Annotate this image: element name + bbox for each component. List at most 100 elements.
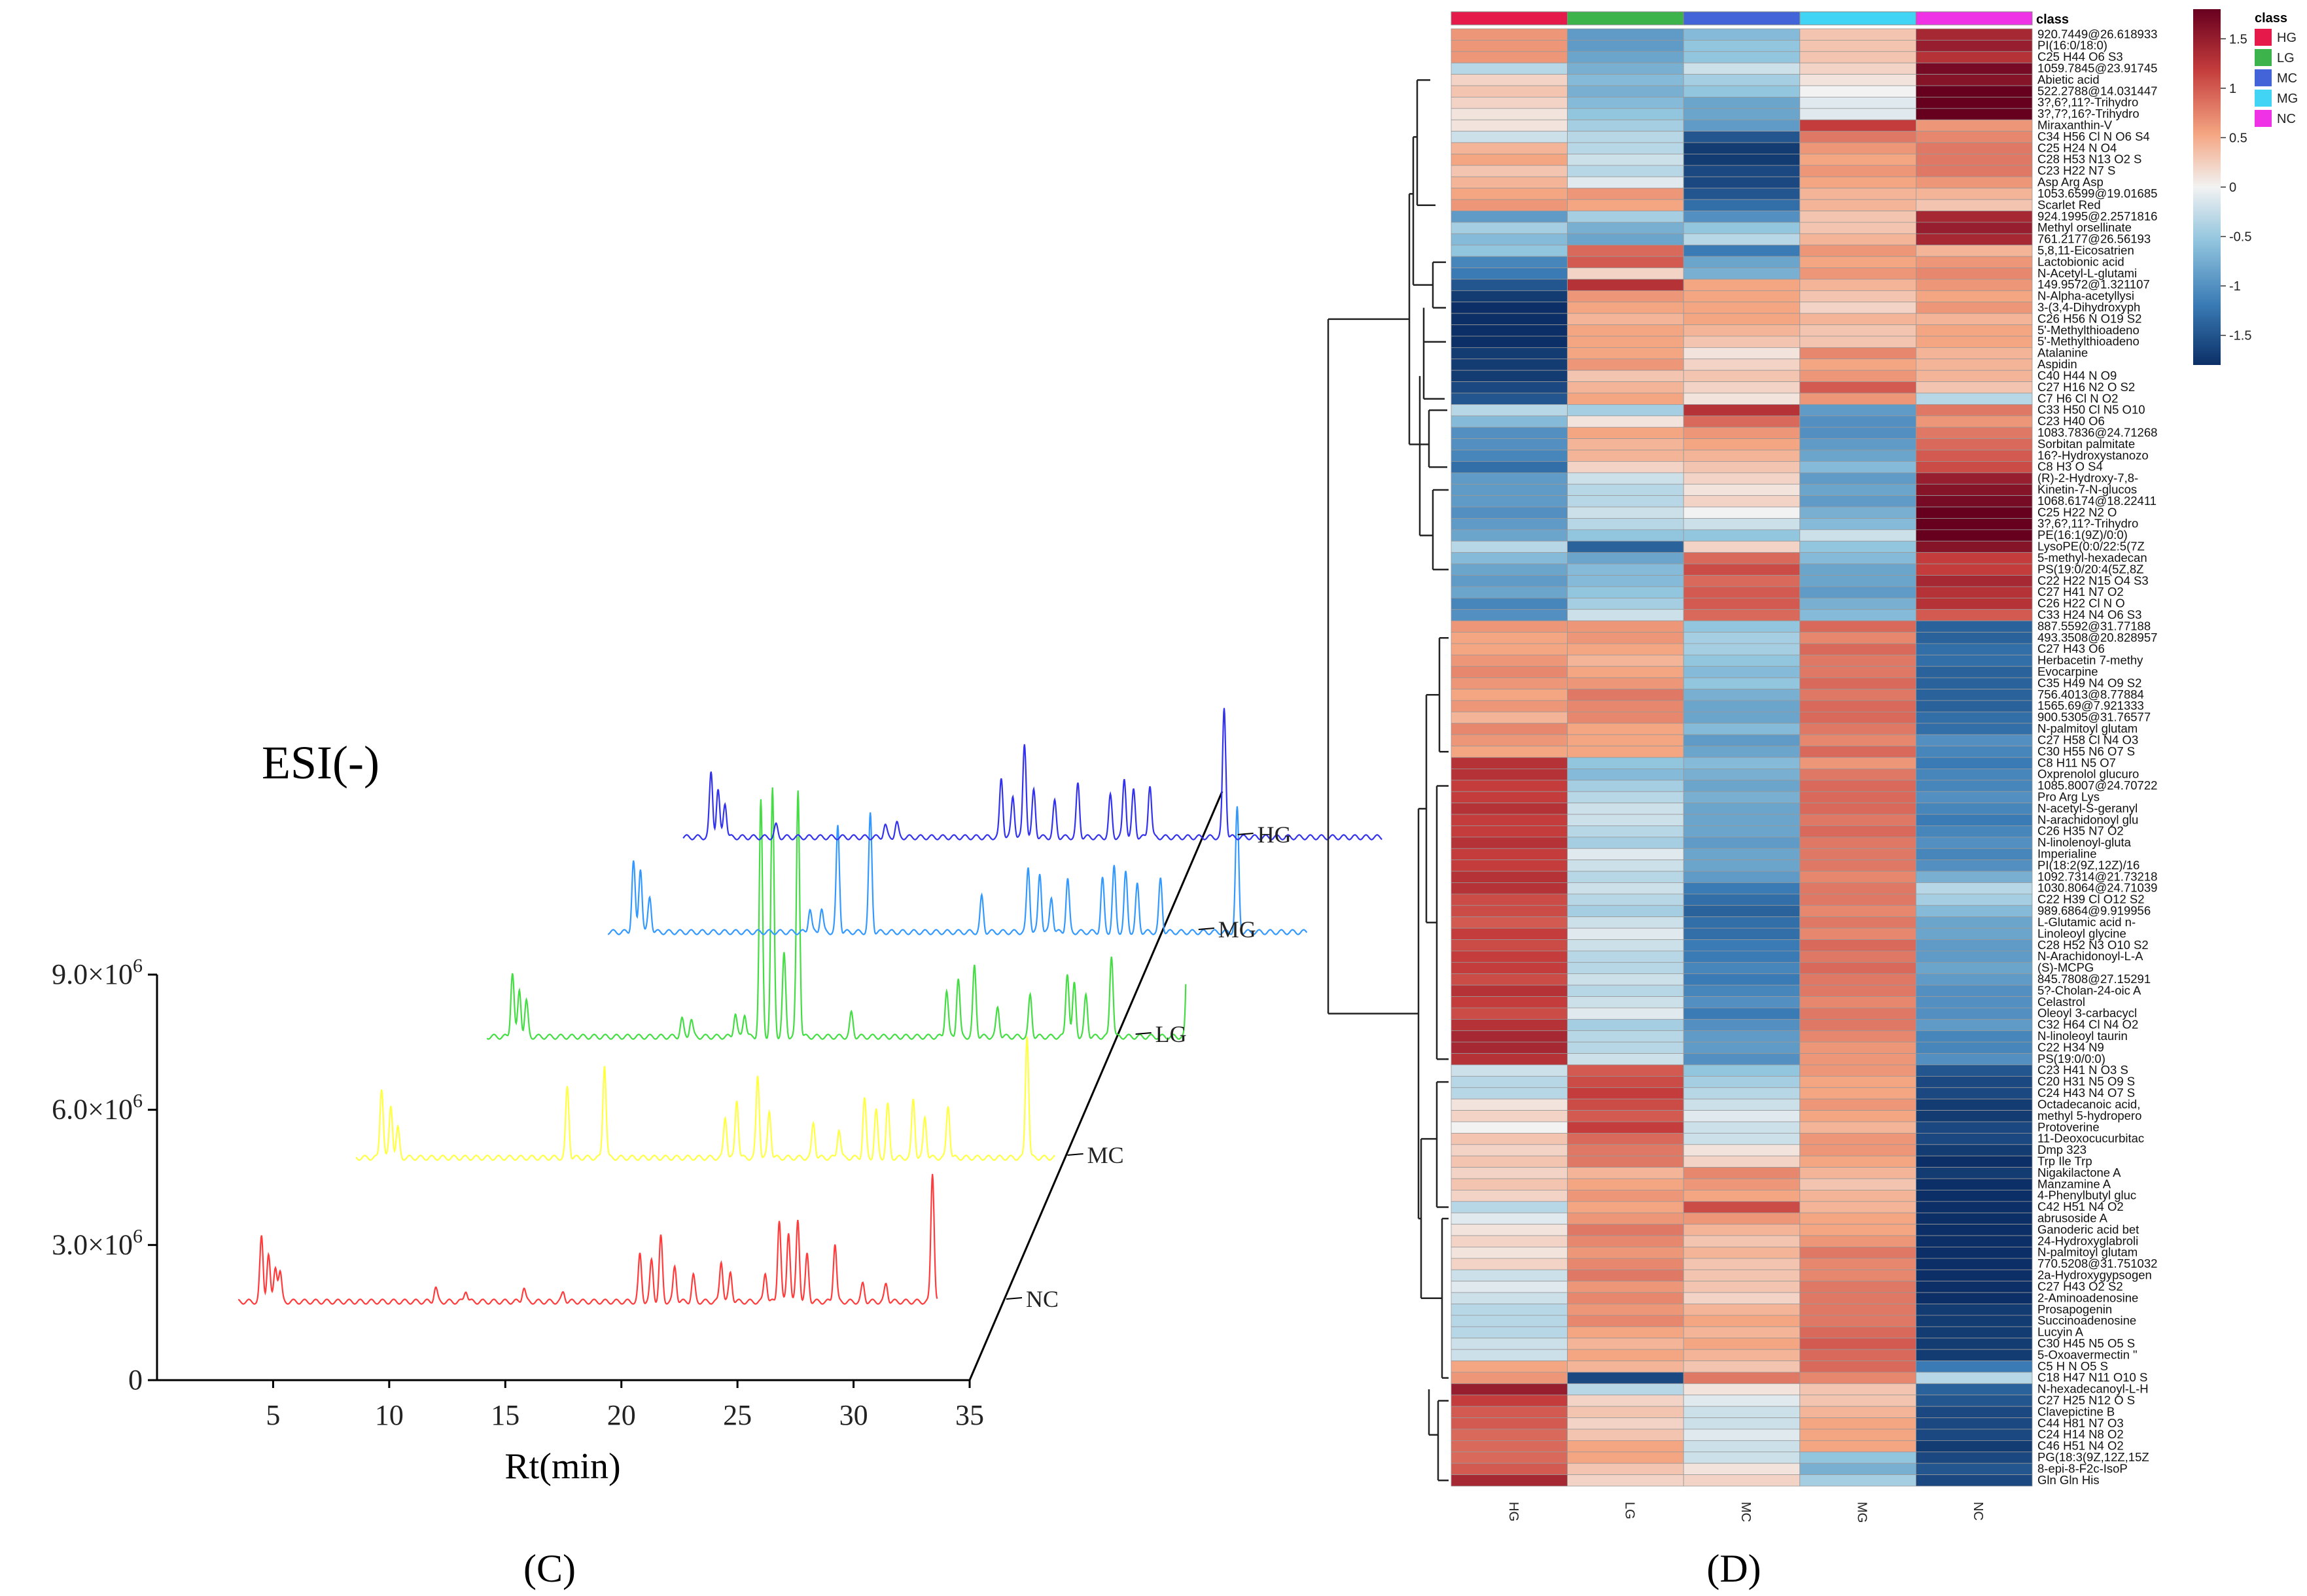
heatmap-cell: [1567, 176, 1684, 189]
row-label: 16?-Hydroxystanozo: [2037, 448, 2149, 462]
heatmap-cell: [1451, 575, 1568, 587]
heatmap-cell: [1915, 290, 2033, 303]
heatmap-cell: [1915, 643, 2033, 655]
heatmap-cell: [1915, 552, 2033, 564]
heatmap-cell: [1451, 404, 1568, 417]
heatmap-cell: [1451, 449, 1568, 462]
heatmap-cell: [1567, 142, 1684, 154]
colorbar-tick-label: 0: [2229, 181, 2236, 195]
heatmap-cell: [1567, 131, 1684, 143]
heatmap-cell: [1915, 734, 2033, 746]
heatmap-cell: [1683, 1018, 1801, 1032]
row-label: Herbacetin 7-methy: [2037, 653, 2143, 667]
heatmap-cell: [1799, 1212, 1916, 1225]
heatmap-cell: [1799, 1178, 1916, 1190]
x-tick-label: 30: [839, 1399, 868, 1431]
heatmap-cell: [1799, 74, 1916, 86]
heatmap-cell: [1683, 472, 1801, 485]
heatmap-cell: [1799, 950, 1916, 963]
heatmap-cell: [1683, 950, 1801, 963]
heatmap-cell: [1799, 97, 1916, 109]
heatmap-cell: [1567, 358, 1684, 371]
heatmap-cell: [1683, 256, 1801, 268]
heatmap-cell: [1799, 392, 1916, 405]
row-label: Miraxanthin-V: [2037, 118, 2113, 132]
heatmap-cell: [1799, 290, 1916, 303]
heatmap-cell: [1451, 233, 1568, 246]
heatmap-cell: [1915, 1417, 2033, 1430]
heatmap-cell: [1567, 199, 1684, 211]
dendrogram-branch: [1432, 261, 1446, 309]
heatmap-cell: [1915, 905, 2033, 918]
heatmap-cell: [1683, 1064, 1801, 1077]
heatmap-cell: [1567, 97, 1684, 109]
heatmap-cell: [1451, 1212, 1568, 1225]
heatmap-cell: [1683, 1053, 1801, 1066]
y-tick-label: 6.0×106: [52, 1090, 143, 1126]
heatmap-cell: [1915, 28, 2033, 41]
heatmap-cell: [1799, 245, 1916, 257]
heatmap-cell: [1915, 483, 2033, 496]
heatmap-cell: [1799, 324, 1916, 337]
heatmap-cell: [1915, 324, 2033, 337]
heatmap-cell: [1451, 506, 1568, 519]
heatmap-cell: [1567, 1018, 1684, 1032]
row-label: C28 H52 N3 O10 S2: [2037, 938, 2149, 952]
heatmap-cell: [1451, 780, 1568, 792]
row-label: L-Glutamic acid n-: [2037, 915, 2136, 929]
row-label: N-acetyl-S-geranyl: [2037, 801, 2138, 815]
heatmap-cell: [1915, 1474, 2033, 1487]
y-tick-mantissa: 3.0×10: [52, 1228, 133, 1260]
heatmap-cell: [1915, 108, 2033, 120]
heatmap-cell: [1915, 97, 2033, 109]
heatmap-cell: [1567, 506, 1684, 519]
heatmap-cell: [1567, 1133, 1684, 1145]
heatmap-cell: [1799, 51, 1916, 63]
heatmap-cell: [1915, 336, 2033, 348]
heatmap-cell: [1567, 746, 1684, 758]
heatmap-cell: [1567, 119, 1684, 132]
series-label: NC: [1026, 1286, 1059, 1312]
heatmap-cell: [1683, 916, 1801, 929]
heatmap-cell: [1451, 97, 1568, 109]
heatmap-cell: [1915, 518, 2033, 530]
heatmap-cell: [1915, 1224, 2033, 1236]
heatmap-cell: [1683, 268, 1801, 280]
heatmap-cell: [1915, 837, 2033, 849]
heatmap-cell: [1451, 1144, 1568, 1156]
heatmap-cell: [1451, 1030, 1568, 1043]
heatmap-cell: [1915, 757, 2033, 769]
heatmap-cell: [1799, 837, 1916, 849]
heatmap-cell: [1915, 1075, 2033, 1088]
heatmap-cell: [1451, 74, 1568, 86]
row-label: N-linoleoyl taurin: [2037, 1029, 2128, 1043]
heatmap-cell: [1567, 654, 1684, 667]
heatmap-cell: [1915, 358, 2033, 371]
x-tick-label: 15: [491, 1399, 520, 1431]
trace-hg: [682, 708, 1382, 841]
colorbar-tick-label: 1.5: [2229, 32, 2247, 46]
heatmap-cell: [1567, 1224, 1684, 1236]
heatmap-cell: [1799, 1053, 1916, 1066]
row-label: C33 H24 N4 O6 S3: [2037, 608, 2141, 621]
heatmap-cell: [1683, 1440, 1801, 1453]
heatmap-panel: class 920.7449@26.618933PI(16:0/18:0)C25…: [1327, 9, 2298, 1590]
row-label: 845.7808@27.15291: [2037, 972, 2151, 986]
heatmap-cell: [1915, 609, 2033, 621]
column-label: MC: [1738, 1502, 1753, 1522]
heatmap-cell: [1915, 1292, 2033, 1304]
heatmap-cell: [1451, 609, 1568, 621]
heatmap-cell: [1451, 1018, 1568, 1032]
heatmap-cell: [1451, 973, 1568, 986]
heatmap-cell: [1915, 769, 2033, 781]
series-label-tick: [1198, 928, 1214, 930]
heatmap-cell: [1451, 1064, 1568, 1077]
heatmap-cell: [1683, 563, 1801, 576]
row-label: 770.5208@31.751032: [2037, 1257, 2157, 1270]
heatmap-cell: [1683, 1224, 1801, 1236]
heatmap-cell: [1567, 871, 1684, 883]
heatmap-cell: [1683, 996, 1801, 1009]
heatmap-cell: [1567, 461, 1684, 474]
row-label: C20 H31 N5 O9 S: [2037, 1075, 2135, 1088]
heatmap-cell: [1567, 245, 1684, 257]
